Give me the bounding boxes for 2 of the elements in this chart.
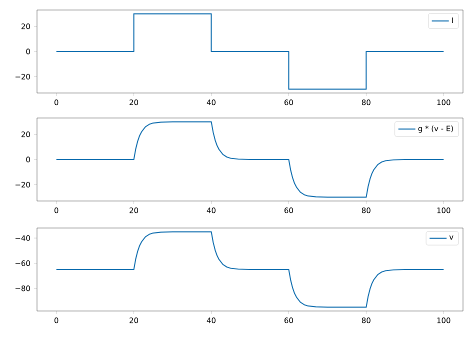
line-series xyxy=(56,231,444,308)
line-series xyxy=(56,121,444,198)
